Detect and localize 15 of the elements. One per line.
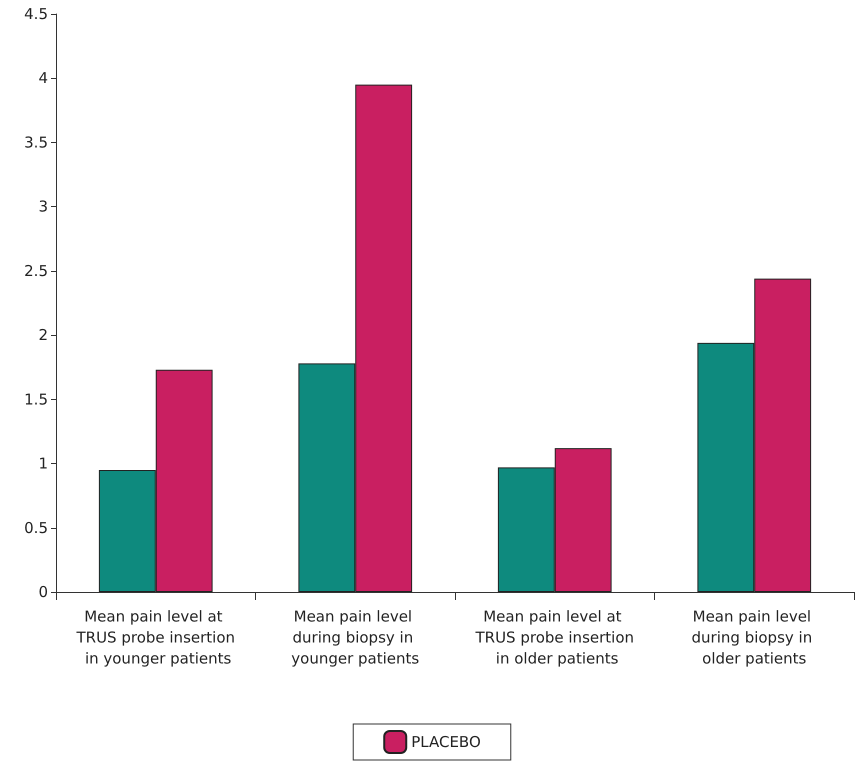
y-tick-label: 1 [38,454,48,473]
x-tick-label: Mean pain level at TRUS probe insertion in younger patients [75,608,236,668]
y-tick-label: 4 [38,69,48,88]
legend-label: PLACEBO [411,733,481,751]
y-tick-label: 2.5 [24,262,48,280]
x-tick-label: Mean pain level during biopsy in older patients [692,608,817,668]
y-tick-label: 3 [38,198,48,216]
y-tick-label: 1.5 [24,390,48,408]
x-tick-label: Mean pain level during biopsy in younger patients [291,608,420,668]
x-tick-label: Mean pain level at TRUS probe insertion in older patients [474,608,634,668]
y-tick-label: 4.5 [24,5,48,23]
y-tick-label: 3.5 [24,133,48,152]
y-tick-label: 0 [38,583,48,601]
y-tick-label: 0.5 [24,518,48,537]
y-tick-label: 2 [38,326,48,344]
